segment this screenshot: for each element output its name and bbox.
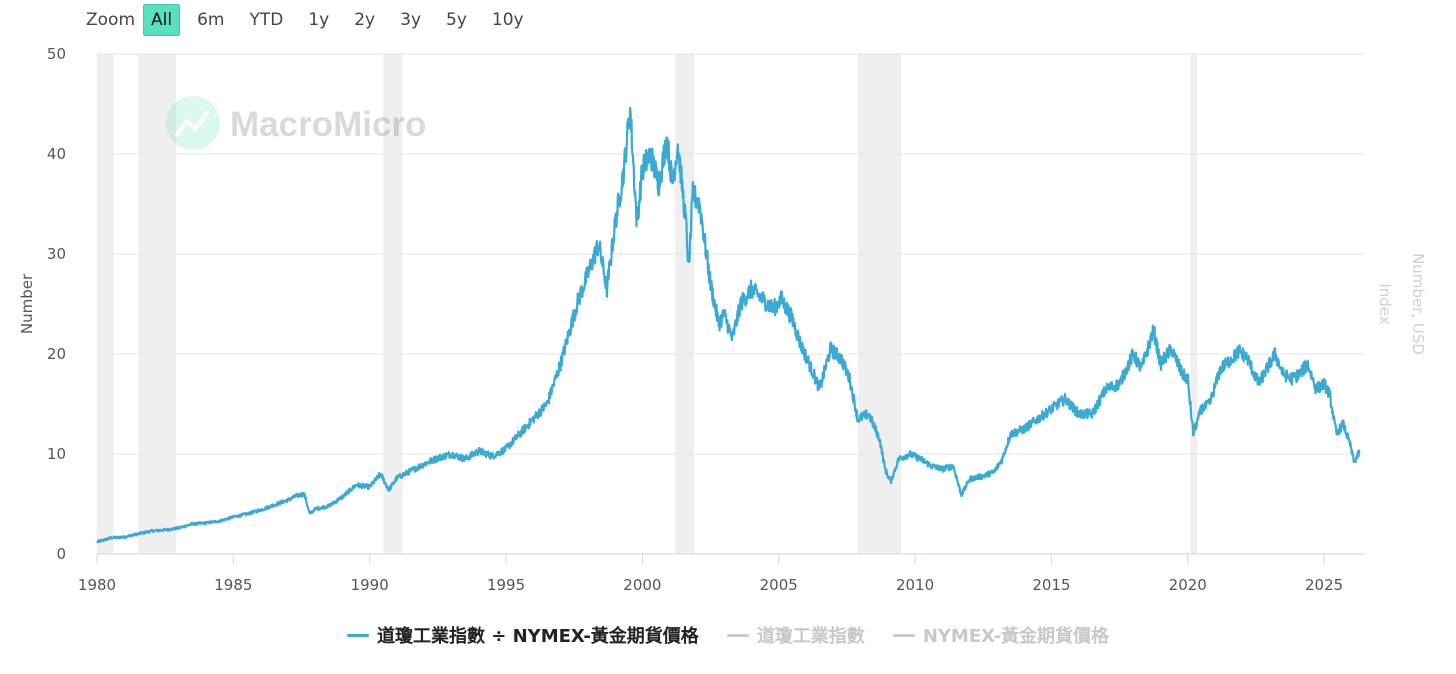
x-tick-label: 2015: [1032, 576, 1070, 594]
y-tick-label: 0: [56, 545, 66, 563]
x-tick-label: 2010: [896, 576, 934, 594]
x-tick-label: 2005: [760, 576, 798, 594]
watermark-text: MacroMicro: [230, 105, 426, 144]
zoom-bar: Zoom All 6m YTD 1y 2y 3y 5y 10y: [78, 4, 541, 36]
recession-band-5: [857, 54, 902, 554]
y-tick-label: 30: [47, 245, 66, 263]
recession-band-6: [1190, 54, 1198, 554]
watermark-logo-icon: [166, 96, 220, 150]
zoom-button-5y[interactable]: 5y: [446, 10, 467, 30]
x-tick-label: 1985: [214, 576, 252, 594]
legend-swatch-gold: [892, 633, 915, 637]
zoom-button-3y[interactable]: 3y: [400, 10, 422, 30]
y-tick-label: 10: [47, 445, 66, 463]
x-tick-label: 2020: [1169, 576, 1207, 594]
zoom-button-all[interactable]: All: [143, 4, 181, 36]
recession-band-1: [97, 54, 114, 554]
zoom-button-10y[interactable]: 10y: [491, 10, 524, 30]
series-line-dji-gold-ratio[interactable]: [96, 106, 1361, 544]
zoom-button-6m[interactable]: 6m: [197, 10, 225, 30]
watermark: MacroMicro: [166, 96, 426, 150]
recession-band-3: [383, 54, 403, 554]
legend-label-ratio: 道瓊工業指數 ÷ NYMEX-黃金期貨價格: [377, 626, 699, 647]
y-tick-label: 20: [47, 345, 66, 363]
y-axis-ticks: 0 10 20 30 40 50: [47, 45, 66, 563]
legend-label-dji: 道瓊工業指數: [756, 626, 865, 647]
legend-label-gold: NYMEX-黃金期貨價格: [922, 626, 1109, 647]
zoom-button-1y[interactable]: 1y: [308, 10, 330, 30]
zoom-label: Zoom: [86, 10, 136, 30]
x-tick-label: 2025: [1305, 576, 1343, 594]
x-tick-label: 1980: [78, 576, 116, 594]
legend: 道瓊工業指數 ÷ NYMEX-黃金期貨價格 道瓊工業指數 NYMEX-黃金期貨價…: [0, 622, 1456, 648]
grid-lines: [97, 53, 1365, 455]
y-axis-right-label-2: Index: [1376, 283, 1394, 324]
legend-item-gold[interactable]: NYMEX-黃金期貨價格: [892, 622, 1109, 648]
x-tick-label: 2000: [623, 576, 661, 594]
zoom-button-2y[interactable]: 2y: [354, 10, 376, 30]
recession-band-2: [137, 54, 177, 554]
x-axis-ticks: 1980 1985 1990 1995 2000 2005 2010 2015 2020 2025: [78, 554, 1343, 594]
y-tick-label: 40: [47, 145, 66, 163]
zoom-button-ytd[interactable]: YTD: [249, 10, 284, 30]
recession-band-4: [675, 54, 695, 554]
legend-item-ratio[interactable]: 道瓊工業指數 ÷ NYMEX-黃金期貨價格: [347, 622, 699, 648]
watermark-trend-icon: [175, 111, 209, 137]
legend-swatch-ratio: [347, 633, 369, 637]
y-axis-right-label-1: Number, USD: [1409, 253, 1427, 355]
x-tick-label: 1995: [487, 576, 525, 594]
y-tick-label: 50: [47, 45, 66, 63]
y-axis-label: Number: [18, 273, 36, 334]
x-tick-label: 1990: [351, 576, 389, 594]
legend-swatch-dji: [726, 633, 749, 637]
legend-item-dji[interactable]: 道瓊工業指數: [726, 622, 865, 648]
